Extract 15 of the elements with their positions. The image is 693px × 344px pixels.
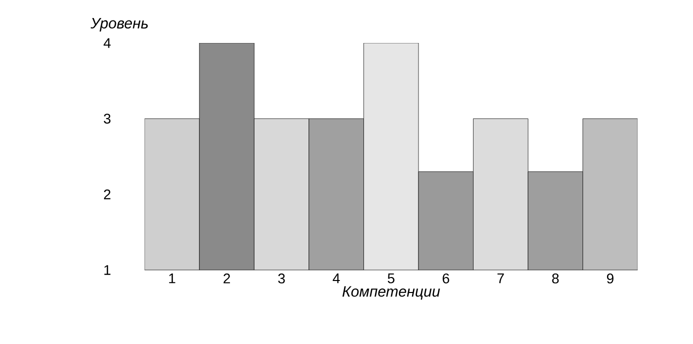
y-tick-label: 4: [104, 38, 111, 48]
x-tick-label: 3: [278, 274, 285, 284]
x-tick-label: 5: [388, 274, 394, 284]
x-tick-label: 2: [224, 274, 230, 284]
x-tick-label: 7: [497, 274, 504, 284]
x-tick-label: 6: [442, 274, 450, 284]
y-tick-label: 2: [104, 189, 110, 200]
y-tick-label: 1: [104, 265, 110, 275]
x-tick-label: 4: [332, 274, 340, 284]
y-axis-title: Уровень: [90, 18, 148, 32]
x-axis-title: Компетенции: [342, 286, 440, 300]
x-tick-label: 8: [552, 274, 559, 284]
x-tick-label: 1: [169, 274, 176, 284]
y-tick-label: 3: [104, 114, 110, 124]
x-tick-label: 9: [606, 274, 614, 284]
